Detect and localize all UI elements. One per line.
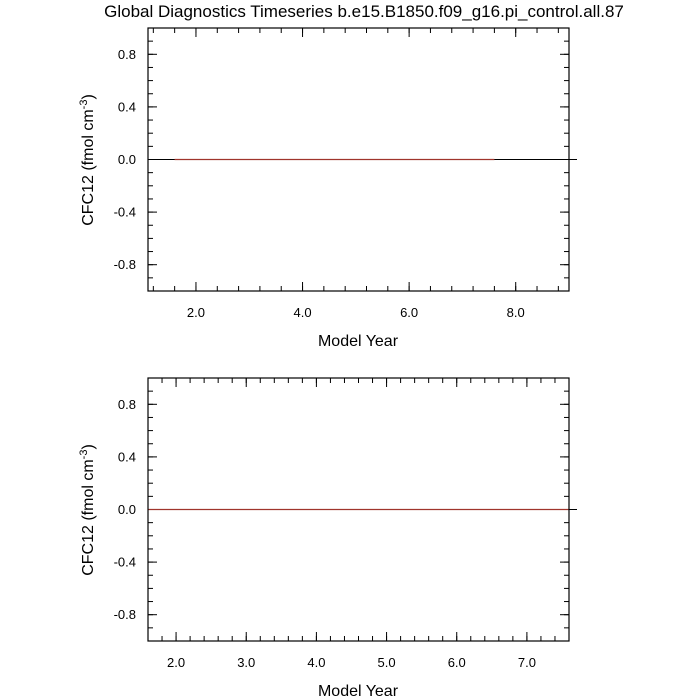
bottom-y-axis-label: CFC12 (fmol cm-3) bbox=[78, 444, 97, 576]
top-x-axis-label: Model Year bbox=[318, 333, 399, 350]
y-tick-label: 0.8 bbox=[118, 397, 136, 412]
bottom-panel-marks: -0.8 -0.4 0.0 0.4 0.8 2.0 3.0 4.0 5.0 6.0 7.0 bbox=[114, 377, 577, 670]
y-tick-label: -0.8 bbox=[114, 607, 136, 622]
x-tick-label: 6.0 bbox=[448, 655, 466, 670]
x-tick-label: 8.0 bbox=[507, 305, 525, 320]
y-tick-label: 0.0 bbox=[118, 152, 136, 167]
top-panel-marks: -0.8 -0.4 0.0 0.4 0.8 2.0 4.0 6.0 8.0 bbox=[114, 27, 577, 320]
x-tick-label: 4.0 bbox=[294, 305, 312, 320]
x-tick-label: 7.0 bbox=[518, 655, 536, 670]
bottom-x-axis-label: Model Year bbox=[318, 683, 399, 700]
x-tick-label: 2.0 bbox=[167, 655, 185, 670]
x-tick-label: 2.0 bbox=[187, 305, 205, 320]
plot-frame bbox=[147, 27, 570, 292]
y-tick-label: 0.8 bbox=[118, 47, 136, 62]
top-y-axis-label: CFC12 (fmol cm-3) bbox=[78, 94, 97, 226]
x-tick-label: 6.0 bbox=[400, 305, 418, 320]
y-tick-label: -0.4 bbox=[114, 205, 136, 220]
figure-title: Global Diagnostics Timeseries b.e15.B185… bbox=[104, 2, 624, 21]
y-tick-label: -0.4 bbox=[114, 555, 136, 570]
plot-frame bbox=[147, 377, 570, 642]
x-tick-label: 4.0 bbox=[307, 655, 325, 670]
y-tick-label: 0.0 bbox=[118, 502, 136, 517]
y-tick-label: 0.4 bbox=[118, 449, 136, 464]
y-tick-label: 0.4 bbox=[118, 99, 136, 114]
y-tick-label: -0.8 bbox=[114, 257, 136, 272]
x-tick-label: 5.0 bbox=[378, 655, 396, 670]
bottom-panel: -0.8 -0.4 0.0 0.4 0.8 2.0 3.0 4.0 5.0 6.0 7.0 Mode… bbox=[78, 377, 577, 700]
x-tick-label: 3.0 bbox=[237, 655, 255, 670]
top-panel: -0.8 -0.4 0.0 0.4 0.8 2.0 4.0 6.0 8.0 Model Year… bbox=[78, 27, 577, 350]
